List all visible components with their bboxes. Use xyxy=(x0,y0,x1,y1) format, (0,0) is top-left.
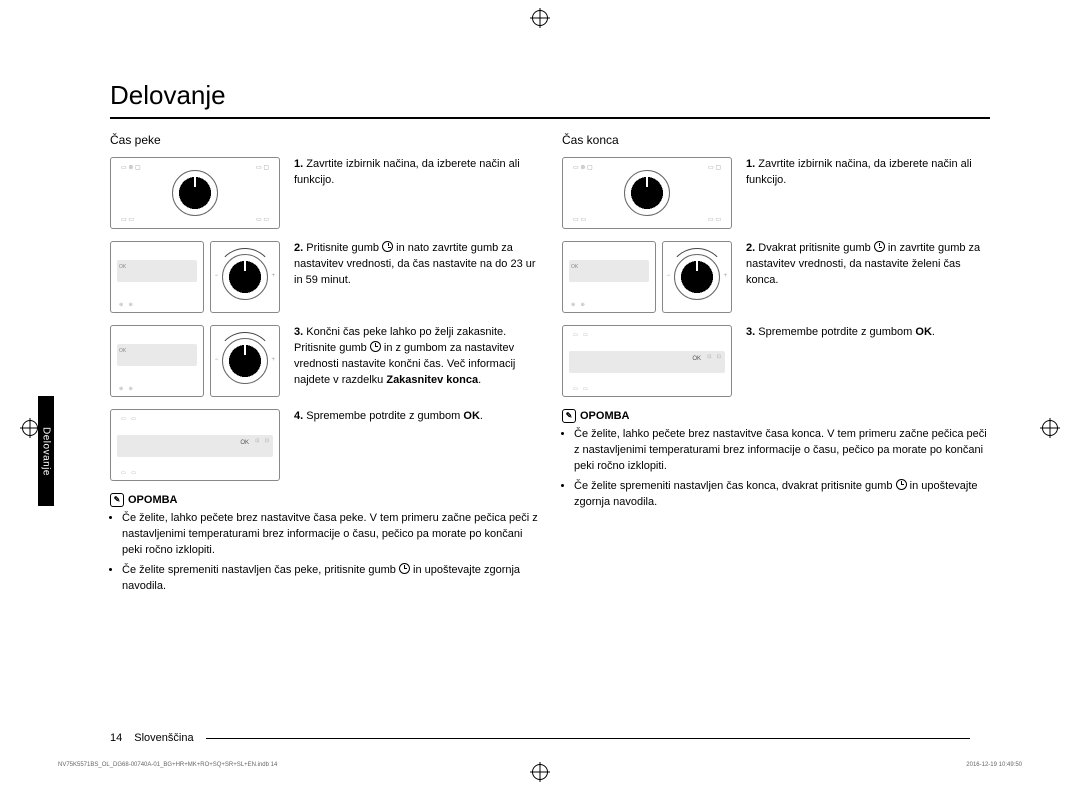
illustration-display-and-knob: OK ⊕ ⊕ − + xyxy=(110,241,280,313)
note-icon: ✎ xyxy=(562,409,576,423)
right-note-body: Če želite, lahko pečete brez nastavitve … xyxy=(562,427,990,511)
column-left: Čas peke ▭ ⊚ ▢ ▭ ▢ ▭ ▭ ▭ ▭ 1. Zavrtite i… xyxy=(110,133,538,599)
illustration-mode-dial: ▭ ⊚ ▢ ▭ ▢ ▭ ▭ ▭ ▭ xyxy=(110,157,280,229)
print-timestamp: 2016-12-19 10:49:50 xyxy=(966,762,1022,768)
illustration-display-ok: ▭ ▭ ▭ ▭ OK ⊡ ⊡ xyxy=(562,325,732,397)
left-note-body: Če želite, lahko pečete brez nastavitve … xyxy=(110,511,538,595)
left-heading: Čas peke xyxy=(110,133,538,147)
column-right: Čas konca ▭ ⊚ ▢ ▭ ▢ ▭ ▭ ▭ ▭ 1. Zavrtite … xyxy=(562,133,990,599)
left-step-3: OK ⊕ ⊕ − + 3. Končni čas peke lahko po ž… xyxy=(110,325,538,397)
page-content: Delovanje Čas peke ▭ ⊚ ▢ ▭ ▢ ▭ ▭ ▭ ▭ 1. … xyxy=(50,40,1030,750)
illustration-display-ok: ▭ ▭ ▭ ▭ OK ⊡ ⊡ xyxy=(110,409,280,481)
left-step-2-text: 2. Pritisnite gumb in nato zavrtite gumb… xyxy=(294,241,538,313)
footer-language: Slovenščina xyxy=(134,732,193,744)
right-step-2: OK ⊕ ⊕ − + 2. Dvakrat pritisnite gumb in… xyxy=(562,241,990,313)
clock-icon xyxy=(896,479,907,490)
right-step-1: ▭ ⊚ ▢ ▭ ▢ ▭ ▭ ▭ ▭ 1. Zavrtite izbirnik n… xyxy=(562,157,990,229)
left-step-4-text: 4. Spremembe potrdite z gumbom OK. xyxy=(294,409,538,481)
right-step-3: ▭ ▭ ▭ ▭ OK ⊡ ⊡ 3. Spremembe potrdite z g… xyxy=(562,325,990,397)
illustration-mode-dial: ▭ ⊚ ▢ ▭ ▢ ▭ ▭ ▭ ▭ xyxy=(562,157,732,229)
left-step-2: OK ⊕ ⊕ − + 2. Pritisnite gumb in nato za… xyxy=(110,241,538,313)
registration-mark-bottom xyxy=(532,764,548,780)
clock-icon xyxy=(399,563,410,574)
registration-mark-top xyxy=(532,10,548,26)
footer-rule xyxy=(206,738,970,739)
left-step-1: ▭ ⊚ ▢ ▭ ▢ ▭ ▭ ▭ ▭ 1. Zavrtite izbirnik n… xyxy=(110,157,538,229)
page-title: Delovanje xyxy=(110,80,990,111)
illustration-display-and-knob: OK ⊕ ⊕ − + xyxy=(562,241,732,313)
doc-reference: NV75K5571BS_OL_DG68-00740A-01_BG+HR+MK+R… xyxy=(58,762,277,768)
clock-icon xyxy=(382,241,393,252)
registration-mark-left xyxy=(22,420,38,436)
mode-dial-icon xyxy=(172,170,218,216)
clock-icon xyxy=(874,241,885,252)
right-step-2-text: 2. Dvakrat pritisnite gumb in zavrtite g… xyxy=(746,241,990,313)
right-step-1-text: 1. Zavrtite izbirnik načina, da izberete… xyxy=(746,157,990,229)
title-rule xyxy=(110,117,990,119)
left-step-3-text: 3. Končni čas peke lahko po želji zakasn… xyxy=(294,325,538,397)
clock-icon xyxy=(370,341,381,352)
two-column-layout: Čas peke ▭ ⊚ ▢ ▭ ▢ ▭ ▭ ▭ ▭ 1. Zavrtite i… xyxy=(110,133,990,599)
illustration-display-and-knob: OK ⊕ ⊕ − + xyxy=(110,325,280,397)
right-heading: Čas konca xyxy=(562,133,990,147)
page-number: 14 xyxy=(110,732,122,744)
right-note-heading: ✎ OPOMBA xyxy=(562,409,990,423)
page-footer: 14 Slovenščina xyxy=(110,732,970,744)
registration-mark-right xyxy=(1042,420,1058,436)
left-step-4: ▭ ▭ ▭ ▭ OK ⊡ ⊡ 4. Spremembe potrdite z g… xyxy=(110,409,538,481)
note-icon: ✎ xyxy=(110,493,124,507)
left-note-heading: ✎ OPOMBA xyxy=(110,493,538,507)
left-step-1-text: 1. Zavrtite izbirnik načina, da izberete… xyxy=(294,157,538,229)
right-step-3-text: 3. Spremembe potrdite z gumbom OK. xyxy=(746,325,990,397)
